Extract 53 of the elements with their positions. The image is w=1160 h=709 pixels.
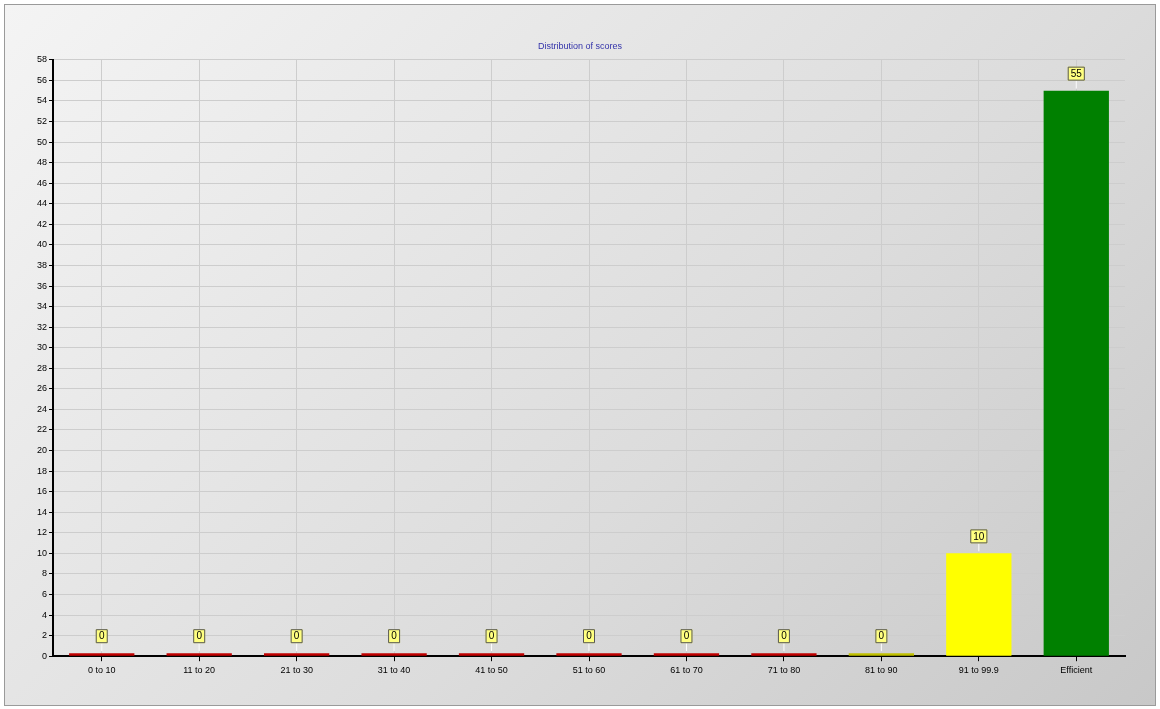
data-label: 0 xyxy=(391,630,398,642)
data-label: 0 xyxy=(98,630,105,642)
x-tick-label: 11 to 20 xyxy=(183,665,216,676)
data-label: 55 xyxy=(1070,67,1083,79)
y-tick-label: 54 xyxy=(37,95,48,106)
data-label: 0 xyxy=(878,630,885,642)
x-tick-label: Efficient xyxy=(1060,665,1093,676)
y-tick-label: 8 xyxy=(42,568,48,579)
y-tick-label: 38 xyxy=(37,259,48,270)
data-label: 0 xyxy=(196,630,203,642)
x-tick-label: 71 to 80 xyxy=(767,665,801,676)
data-label: 0 xyxy=(781,630,788,642)
y-tick-label: 18 xyxy=(37,465,48,476)
y-tick-label: 34 xyxy=(37,301,48,312)
y-tick-label: 20 xyxy=(37,445,48,456)
y-tick-label: 0 xyxy=(42,650,48,661)
y-tick-label: 48 xyxy=(37,157,48,168)
y-tick-label: 56 xyxy=(37,74,48,85)
data-label: 10 xyxy=(973,530,985,542)
y-tick-label: 30 xyxy=(37,342,48,353)
y-tick-label: 10 xyxy=(37,547,48,558)
y-tick-label: 58 xyxy=(37,54,48,65)
y-tick-label: 4 xyxy=(42,609,48,620)
y-tick-label: 40 xyxy=(37,239,48,250)
x-tick-label: 41 to 50 xyxy=(475,665,508,676)
y-tick-label: 36 xyxy=(37,280,48,291)
y-tick-label: 16 xyxy=(37,486,48,497)
y-tick-label: 2 xyxy=(42,630,48,641)
y-tick-label: 24 xyxy=(37,403,48,414)
chart-title: Distribution of scores xyxy=(537,40,623,51)
y-tick-label: 52 xyxy=(37,115,48,126)
x-tick-label: 0 to 10 xyxy=(87,665,116,676)
y-tick-label: 26 xyxy=(37,383,48,394)
x-tick-label: 81 to 90 xyxy=(865,665,898,676)
y-tick-label: 50 xyxy=(37,136,48,147)
x-tick-label: 21 to 30 xyxy=(280,665,313,676)
y-tick-label: 42 xyxy=(37,218,48,229)
y-tick-label: 46 xyxy=(37,177,48,188)
y-tick-label: 28 xyxy=(37,362,48,373)
y-tick-label: 12 xyxy=(37,527,48,538)
data-label: 0 xyxy=(586,630,593,642)
x-tick-label: 51 to 60 xyxy=(572,665,606,676)
y-tick-label: 14 xyxy=(37,506,48,517)
x-tick-label: 31 to 40 xyxy=(377,665,411,676)
y-tick-label: 32 xyxy=(37,321,48,332)
y-tick-label: 44 xyxy=(37,198,48,209)
data-label: 0 xyxy=(488,630,495,642)
data-label: 0 xyxy=(683,630,690,642)
x-tick-label: 61 to 70 xyxy=(670,665,703,676)
y-tick-label: 22 xyxy=(37,424,48,435)
y-tick-label: 6 xyxy=(42,588,48,599)
x-tick-label: 91 to 99.9 xyxy=(958,665,999,676)
data-label: 0 xyxy=(293,630,300,642)
